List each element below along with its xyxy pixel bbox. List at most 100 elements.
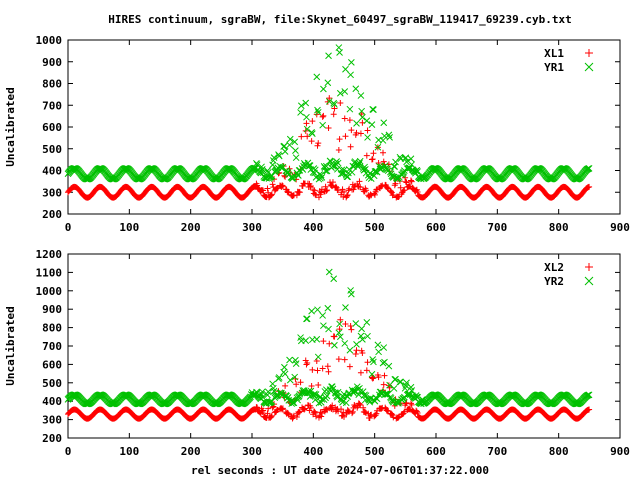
data-point (342, 65, 349, 73)
data-point (293, 192, 300, 199)
data-point (342, 321, 349, 328)
data-point (264, 185, 271, 192)
data-point (289, 174, 297, 182)
data-point (341, 115, 348, 122)
data-point (315, 382, 322, 389)
data-point (325, 124, 332, 131)
data-point (301, 406, 308, 413)
data-point (307, 183, 314, 190)
y-tick-label: 900 (42, 303, 62, 316)
data-point (264, 388, 272, 396)
data-point (312, 391, 320, 398)
data-point (281, 172, 288, 179)
data-point (314, 108, 322, 116)
data-point (293, 381, 300, 388)
data-point (313, 335, 321, 343)
data-point (328, 405, 335, 412)
data-point (315, 140, 322, 147)
data-point (318, 413, 325, 420)
data-point (279, 183, 286, 190)
y-tick-label: 500 (42, 377, 62, 390)
data-point (346, 117, 353, 124)
data-point (296, 189, 303, 196)
data-point (297, 379, 304, 386)
data-point (364, 127, 371, 134)
legend-marker (584, 62, 594, 72)
data-point (331, 101, 338, 108)
data-point (395, 193, 402, 200)
data-point (341, 188, 347, 195)
data-point (338, 396, 346, 404)
legend-marker (584, 276, 594, 286)
data-point (335, 187, 342, 194)
data-point (296, 409, 303, 416)
data-point (320, 322, 327, 330)
data-point (336, 49, 343, 56)
data-point (310, 409, 317, 416)
x-tick-label: 400 (303, 445, 323, 458)
y-tick-label: 1100 (36, 266, 63, 279)
x-tick-label: 0 (65, 445, 72, 458)
panel-2: 0 100 200 300 400 500 600 700 800 900 200 300 400 500… (4, 248, 630, 458)
data-point (303, 361, 310, 368)
data-point (346, 185, 353, 192)
data-point (290, 412, 297, 419)
y-tick-label: 700 (42, 99, 62, 112)
data-point (373, 410, 380, 417)
data-point (329, 385, 337, 393)
data-point (286, 141, 293, 149)
data-point (396, 178, 403, 185)
data-point (308, 138, 315, 145)
x-tick-label: 200 (181, 445, 201, 458)
data-point (351, 401, 358, 408)
data-point (324, 187, 331, 194)
data-point (335, 356, 342, 363)
data-point (397, 184, 404, 191)
data-point (363, 117, 371, 125)
data-point (328, 383, 336, 390)
y-tick-label: 400 (42, 165, 62, 178)
y-tick-label: 300 (42, 186, 62, 199)
data-point (361, 163, 368, 171)
data-point (379, 137, 387, 144)
data-point (278, 183, 285, 190)
data-point (319, 312, 327, 319)
data-point (344, 191, 351, 198)
data-point (350, 186, 357, 193)
x-tick-label: 800 (549, 221, 569, 234)
y-tick-label: 1200 (36, 248, 63, 261)
data-point (336, 333, 344, 341)
data-point (380, 149, 387, 156)
data-point (384, 185, 391, 192)
data-point (368, 370, 376, 378)
data-point (311, 390, 318, 398)
data-point (586, 183, 593, 190)
data-point (364, 332, 371, 340)
x-tick-label: 800 (549, 445, 569, 458)
x-tick-label: 700 (487, 445, 507, 458)
data-point (336, 320, 343, 328)
y-tick-label: 600 (42, 358, 62, 371)
data-point (332, 183, 339, 190)
series-XL1 (65, 95, 593, 201)
data-point (388, 411, 395, 418)
data-point (347, 71, 354, 79)
data-point (357, 369, 364, 376)
data-point (396, 153, 404, 161)
data-point (349, 408, 356, 415)
data-point (318, 189, 325, 196)
data-point (323, 392, 331, 400)
data-point (585, 391, 593, 399)
data-point (406, 391, 414, 399)
data-point (331, 105, 338, 112)
data-point (375, 348, 382, 356)
data-point (408, 401, 415, 408)
data-point (375, 160, 382, 167)
data-point (323, 406, 330, 413)
data-point (367, 169, 374, 177)
data-point (270, 154, 278, 161)
data-point (315, 399, 323, 407)
data-point (302, 357, 309, 364)
data-point (401, 187, 408, 194)
